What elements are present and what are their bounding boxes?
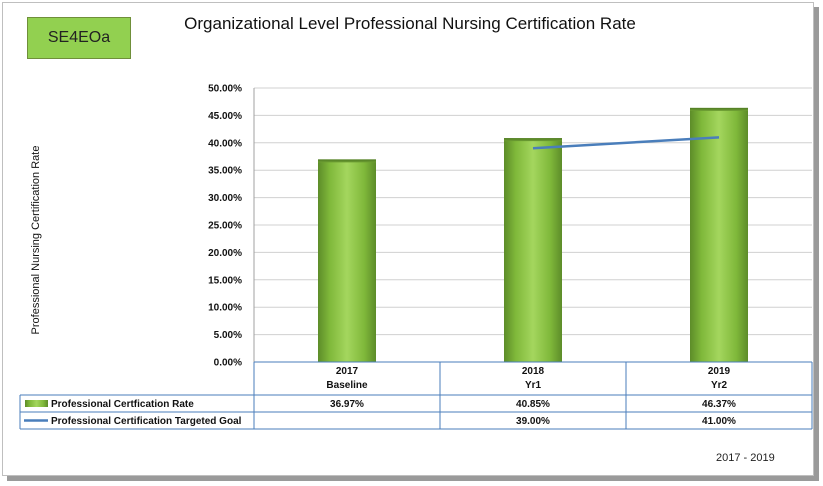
y-tick-label: 30.00% [208, 193, 242, 204]
series-name: Professional Certfication Rate [51, 399, 194, 410]
bar [690, 107, 748, 363]
data-label: 36.97% [330, 399, 364, 410]
legend-key [25, 400, 48, 407]
category-label: 2018 [522, 366, 545, 377]
bar [318, 159, 376, 362]
y-tick-label: 50.00% [208, 84, 242, 95]
y-tick-label: 10.00% [208, 303, 242, 314]
data-label: 46.37% [702, 399, 736, 410]
date-range-footer: 2017 - 2019 [716, 452, 775, 464]
y-tick-label: 25.00% [208, 221, 242, 232]
data-label: 40.85% [516, 399, 550, 410]
chart-title: Organizational Level Professional Nursin… [184, 14, 636, 33]
y-tick-label: 20.00% [208, 248, 242, 259]
category-label: 2019 [708, 366, 731, 377]
y-tick-label: 45.00% [208, 111, 242, 122]
y-tick-label: 0.00% [214, 358, 242, 369]
category-label: 2017 [336, 366, 359, 377]
category-sublabel: Baseline [326, 380, 368, 391]
data-label: 41.00% [702, 416, 736, 427]
bar-top [690, 107, 748, 111]
bar-top [318, 159, 376, 163]
chart-frame [2, 2, 814, 476]
category-sublabel: Yr2 [711, 380, 728, 391]
bar-top [504, 138, 562, 142]
category-sublabel: Yr1 [525, 380, 542, 391]
bar [504, 138, 562, 362]
y-tick-label: 5.00% [214, 330, 242, 341]
badge: SE4EOa [27, 17, 131, 59]
data-label: 39.00% [516, 416, 550, 427]
series-name: Professional Certification Targeted Goal [51, 416, 242, 427]
y-tick-label: 35.00% [208, 166, 242, 177]
y-tick-label: 40.00% [208, 138, 242, 149]
target-line [532, 136, 720, 150]
y-tick-label: 15.00% [208, 275, 242, 286]
